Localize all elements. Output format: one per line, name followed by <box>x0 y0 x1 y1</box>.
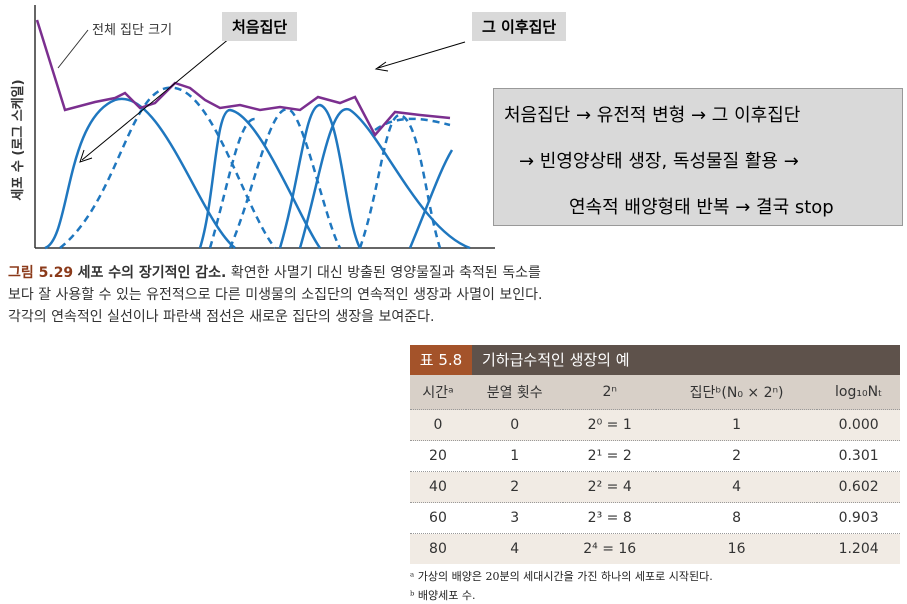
dashed-curve <box>228 108 342 249</box>
table-cell: 20 <box>410 440 466 472</box>
column-header: 집단ᵇ(N₀ × 2ⁿ) <box>655 375 818 410</box>
figure: 세포 수 (로그 스케일) 전체 집단 크기 <box>11 5 495 250</box>
table-cell: 0.000 <box>817 409 900 441</box>
table-cell: 2¹ = 2 <box>563 440 656 472</box>
solid-curve <box>408 149 454 249</box>
table-header: 표 5.8 기하급수적인 생장의 예 <box>410 345 900 375</box>
table-title: 기하급수적인 생장의 예 <box>472 345 900 375</box>
callout-first: 처음집단 <box>222 12 298 41</box>
table-cell: 1.204 <box>817 533 900 564</box>
dashed-curve <box>208 117 259 249</box>
table-cell: 2² = 4 <box>563 471 656 503</box>
table-cell: 1 <box>655 409 818 441</box>
summary-line: 연속적 배양형태 반복 → 결국 stop <box>569 197 834 218</box>
arrow-head <box>79 149 93 163</box>
caption-title: 세포 수의 장기적인 감소. <box>77 265 227 281</box>
summary-line: 처음집단 → 유전적 변형 → 그 이후집단 <box>504 105 801 126</box>
summary-box: 처음집단 → 유전적 변형 → 그 이후집단 → 빈영양상태 생장, 독성물질 … <box>493 88 903 226</box>
table-row: 20 1 2¹ = 2 2 0.301 <box>410 440 900 472</box>
solid-curve <box>198 108 322 249</box>
footnote: ᵃ 가상의 배양은 20분의 세대시간을 가진 하나의 세포로 시작된다. <box>410 570 713 583</box>
table-row: 80 4 2⁴ = 16 16 1.204 <box>410 533 900 564</box>
footnote: ᵇ 배양세포 수. <box>410 589 476 602</box>
table-cell: 2 <box>655 440 818 472</box>
dashed-curve <box>59 86 276 249</box>
solid-curve <box>44 97 236 250</box>
header-row: 시간ᵃ 분열 횟수 2ⁿ 집단ᵇ(N₀ × 2ⁿ) log₁₀Nₜ <box>410 375 900 410</box>
table-cell: 2⁰ = 1 <box>563 409 656 441</box>
total-line <box>35 19 451 138</box>
table-cell: 40 <box>410 471 466 503</box>
callout-later: 그 이후집단 <box>472 12 567 41</box>
column-header: log₁₀Nₜ <box>817 375 900 410</box>
solid-curve <box>278 103 362 249</box>
table-cell: 0.301 <box>817 440 900 472</box>
table-cell: 3 <box>465 502 564 534</box>
table-cell: 1 <box>465 440 564 472</box>
table-cell: 2³ = 8 <box>563 502 656 534</box>
table-cell: 60 <box>410 502 466 534</box>
caption: 그림 5.29 세포 수의 장기적인 감소. 확연한 사멸기 대신 방출된 영양… <box>8 262 556 328</box>
column-header: 분열 횟수 <box>465 375 564 410</box>
leader-line <box>57 29 89 69</box>
table-cell: 0.602 <box>817 471 900 503</box>
table-label: 표 5.8 <box>410 345 472 375</box>
table: 표 5.8 기하급수적인 생장의 예 시간ᵃ 분열 횟수 2ⁿ 집단ᵇ(N₀ × 2ⁿ)… <box>410 345 900 564</box>
table-cell: 0.903 <box>817 502 900 534</box>
table-cell: 4 <box>655 471 818 503</box>
y-label: 세포 수 (로그 스케일) <box>11 79 26 200</box>
column-header: 시간ᵃ <box>410 375 466 410</box>
table-row: 60 3 2³ = 8 8 0.903 <box>410 502 900 534</box>
table-row: 40 2 2² = 4 4 0.602 <box>410 471 900 503</box>
table-cell: 0 <box>465 409 564 441</box>
table-cell: 16 <box>655 533 818 564</box>
table-cell: 80 <box>410 533 466 564</box>
table-cell: 8 <box>655 502 818 534</box>
table-row: 0 0 2⁰ = 1 1 0.000 <box>410 409 900 441</box>
curves <box>44 86 471 250</box>
caption-number: 그림 5.29 <box>8 265 74 281</box>
column-header: 2ⁿ <box>563 375 656 410</box>
summary-line: → 빈영양상태 생장, 독성물질 활용 → <box>519 151 799 172</box>
arrow <box>81 37 231 161</box>
table-cell: 4 <box>465 533 564 564</box>
total-label: 전체 집단 크기 <box>92 23 172 38</box>
table-cell: 2 <box>465 471 564 503</box>
table-cell: 0 <box>410 409 466 441</box>
caption-body: 확연한 사멸기 대신 방출된 영양물질과 축적된 독소를 보다 잘 사용할 수 … <box>8 265 543 325</box>
table-grid: 시간ᵃ 분열 횟수 2ⁿ 집단ᵇ(N₀ × 2ⁿ) log₁₀Nₜ 0 0 2⁰ = 1 1 0.… <box>410 375 900 564</box>
arrow <box>377 41 466 69</box>
dashed-curve <box>358 113 442 249</box>
dashed-curve <box>374 117 451 132</box>
table-cell: 2⁴ = 16 <box>563 533 656 564</box>
arrow-head <box>374 61 389 72</box>
solid-curve <box>298 107 471 250</box>
